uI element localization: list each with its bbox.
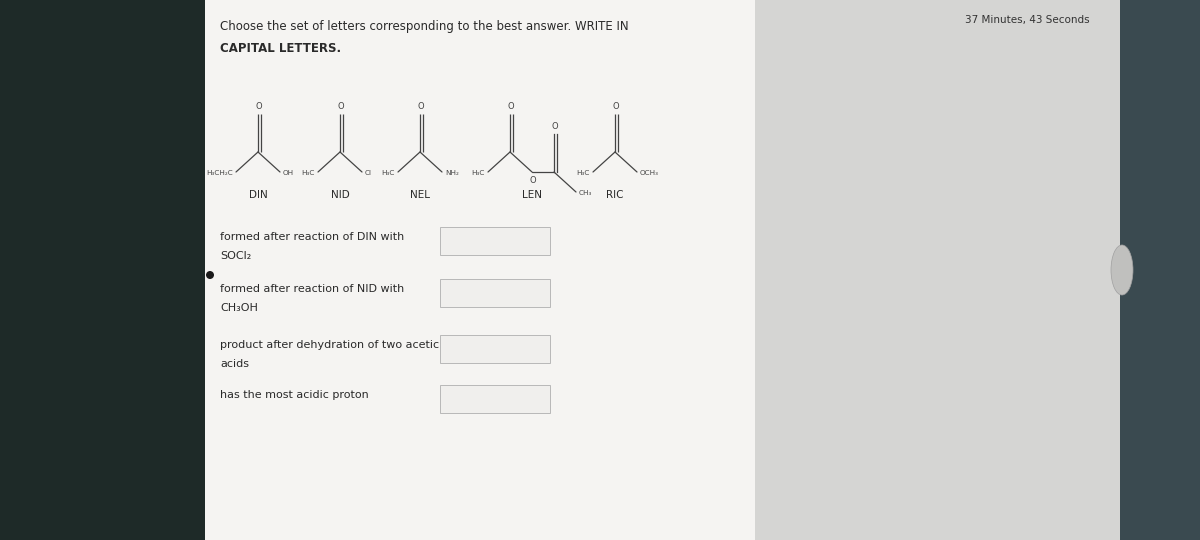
Text: O: O bbox=[418, 102, 425, 111]
Bar bbox=[0, 0, 205, 540]
Bar bbox=[440, 385, 550, 413]
Bar bbox=[440, 335, 550, 363]
Text: O: O bbox=[613, 102, 619, 111]
Text: O: O bbox=[256, 102, 263, 111]
Text: NH₂: NH₂ bbox=[445, 170, 458, 176]
Text: formed after reaction of DIN with: formed after reaction of DIN with bbox=[220, 232, 404, 242]
Text: H₃C: H₃C bbox=[301, 170, 314, 176]
Text: CH₃OH: CH₃OH bbox=[220, 303, 258, 313]
Text: O: O bbox=[552, 122, 558, 131]
Text: formed after reaction of NID with: formed after reaction of NID with bbox=[220, 284, 404, 294]
Text: H₃C: H₃C bbox=[472, 170, 485, 176]
Text: OH: OH bbox=[283, 170, 294, 176]
Text: LEN: LEN bbox=[522, 190, 542, 200]
Text: O: O bbox=[508, 102, 515, 111]
Text: acids: acids bbox=[220, 359, 250, 369]
Text: O: O bbox=[529, 176, 536, 185]
Text: RIC: RIC bbox=[606, 190, 624, 200]
Text: product after dehydration of two acetic: product after dehydration of two acetic bbox=[220, 340, 439, 350]
Text: CAPITAL LETTERS.: CAPITAL LETTERS. bbox=[220, 42, 341, 55]
Ellipse shape bbox=[1111, 245, 1133, 295]
Text: 37 Minutes, 43 Seconds: 37 Minutes, 43 Seconds bbox=[965, 15, 1090, 25]
Circle shape bbox=[206, 271, 214, 279]
Bar bbox=[440, 227, 550, 255]
Bar bbox=[205, 0, 755, 540]
Text: CH₃: CH₃ bbox=[578, 190, 593, 196]
Text: SOCl₂: SOCl₂ bbox=[220, 251, 251, 261]
Bar bbox=[1120, 0, 1200, 540]
Text: H₃C: H₃C bbox=[382, 170, 395, 176]
Text: Cl: Cl bbox=[365, 170, 372, 176]
Bar bbox=[440, 279, 550, 307]
Bar bbox=[755, 0, 1200, 540]
Text: has the most acidic proton: has the most acidic proton bbox=[220, 390, 368, 400]
Text: NID: NID bbox=[331, 190, 349, 200]
Bar bbox=[755, 0, 1120, 540]
Text: O: O bbox=[338, 102, 344, 111]
Text: Choose the set of letters corresponding to the best answer. WRITE IN: Choose the set of letters corresponding … bbox=[220, 20, 629, 33]
Text: H₃C: H₃C bbox=[577, 170, 590, 176]
Text: NEL: NEL bbox=[410, 190, 430, 200]
Text: OCH₃: OCH₃ bbox=[640, 170, 659, 176]
Text: DIN: DIN bbox=[248, 190, 268, 200]
Text: H₃CH₂C: H₃CH₂C bbox=[206, 170, 233, 176]
